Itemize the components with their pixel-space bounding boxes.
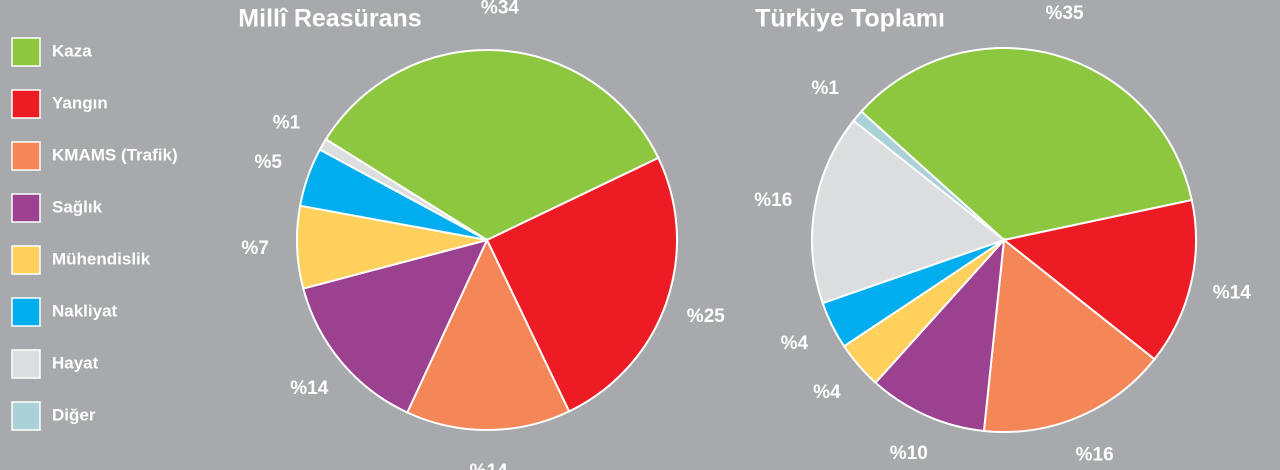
data-label: %14	[290, 378, 328, 399]
data-label: %14	[470, 461, 508, 470]
data-label: %10	[890, 443, 928, 464]
data-label: %5	[254, 152, 282, 173]
legend-label: Sağlık	[52, 197, 103, 216]
data-label: %34	[481, 0, 519, 18]
data-label: %14	[1213, 282, 1251, 303]
data-label: %7	[241, 238, 268, 259]
pie-slice	[1001, 198, 1197, 361]
pie-slice	[324, 49, 660, 242]
pie-slice	[318, 137, 488, 241]
pie-slice	[982, 238, 1156, 433]
legend-swatch	[11, 37, 41, 67]
legend-swatch	[11, 297, 41, 327]
data-label: %16	[1076, 445, 1114, 466]
data-label: %35	[1046, 3, 1084, 24]
legend-label: KMAMS (Trafik)	[52, 145, 178, 164]
legend-swatch	[11, 141, 41, 171]
legend-label: Yangın	[52, 93, 108, 112]
pie-slice	[852, 110, 1005, 241]
legend-swatch	[11, 401, 41, 431]
pie-slice	[811, 119, 1007, 305]
pie-slice	[302, 238, 489, 414]
data-label: %4	[813, 382, 841, 403]
legend-swatch	[11, 349, 41, 379]
pie-slice	[874, 237, 1006, 433]
data-label: %1	[273, 112, 301, 133]
legend-swatch	[11, 193, 41, 223]
pie-slice	[485, 156, 678, 413]
data-label: %25	[687, 306, 725, 327]
legend-swatch	[11, 245, 41, 275]
pie-slice	[405, 237, 571, 431]
legend-label: Mühendislik	[52, 249, 151, 268]
legend-swatch	[11, 89, 41, 119]
chart-title: Türkiye Toplamı	[755, 5, 945, 33]
chart-title: Millî Reasürans	[238, 5, 421, 33]
pie-slice	[859, 47, 1193, 242]
legend-label: Hayat	[52, 353, 99, 372]
legend-label: Diğer	[52, 405, 96, 424]
legend-label: Nakliyat	[52, 301, 118, 320]
legend-label: Kaza	[52, 41, 92, 60]
data-label: %16	[754, 190, 792, 211]
data-label: %1	[812, 78, 840, 99]
data-label: %4	[781, 333, 809, 354]
